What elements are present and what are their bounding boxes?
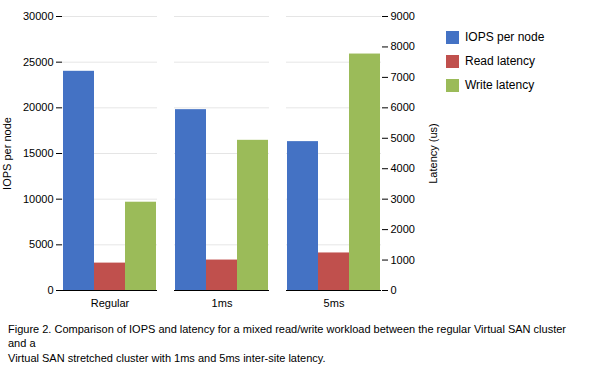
svg-text:2000: 2000 (391, 223, 415, 235)
svg-text:0: 0 (47, 284, 53, 296)
svg-text:8000: 8000 (391, 40, 415, 52)
svg-text:5ms: 5ms (324, 297, 345, 309)
html-text:Read latency: Read latency (465, 54, 535, 68)
svg-text:0: 0 (391, 284, 397, 296)
svg-text:5000: 5000 (391, 132, 415, 144)
svg-text:25000: 25000 (23, 56, 54, 68)
svg-text:Regular: Regular (91, 297, 130, 309)
html-text:Figure 2. Comparison of IOPS a: Figure 2. Comparison of IOPS and latency… (8, 323, 566, 364)
svg-text:3000: 3000 (391, 193, 415, 205)
svg-text:Latency (us): Latency (us) (427, 123, 439, 184)
svg-text:10000: 10000 (23, 193, 54, 205)
svg-text:9000: 9000 (391, 10, 415, 22)
svg-text:6000: 6000 (391, 101, 415, 113)
svg-text:1000: 1000 (391, 254, 415, 266)
svg-text:4000: 4000 (391, 162, 415, 174)
html-text:Write latency: Write latency (465, 78, 535, 92)
svg-text:15000: 15000 (23, 147, 54, 159)
svg-text:7000: 7000 (391, 71, 415, 83)
html-text:IOPS per node: IOPS per node (465, 30, 545, 44)
svg-text:5000: 5000 (29, 238, 53, 250)
svg-text:20000: 20000 (23, 101, 54, 113)
svg-text:IOPS per node: IOPS per node (1, 117, 13, 190)
svg-text:1ms: 1ms (212, 297, 233, 309)
svg-text:30000: 30000 (23, 10, 54, 22)
